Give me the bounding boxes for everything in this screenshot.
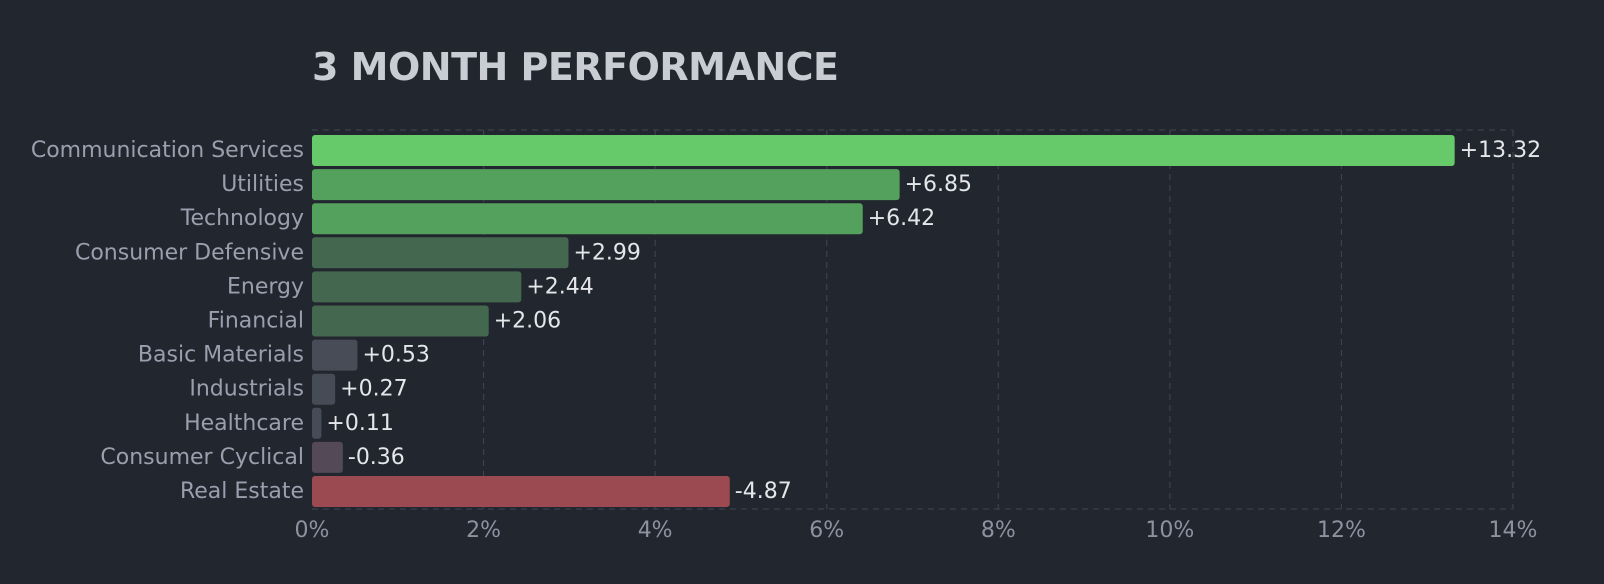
- bar-layer: [312, 135, 1455, 507]
- category-label: Industrials: [189, 377, 304, 402]
- x-tick-label: 2%: [466, 518, 501, 543]
- value-label: +0.11: [326, 411, 393, 436]
- bar: [312, 339, 358, 371]
- category-label: Energy: [227, 274, 304, 299]
- bar: [312, 169, 900, 201]
- category-label: Communication Services: [31, 138, 304, 163]
- category-label: Utilities: [221, 172, 304, 197]
- bar: [312, 271, 522, 303]
- category-label: Technology: [180, 206, 304, 231]
- bar: [312, 407, 322, 439]
- bar: [312, 237, 569, 269]
- bar: [312, 441, 343, 473]
- value-label: +2.44: [526, 274, 593, 299]
- value-label: +0.27: [340, 377, 407, 402]
- x-tick-label: 10%: [1145, 518, 1194, 543]
- bar: [312, 135, 1455, 166]
- value-label: -0.36: [348, 445, 405, 470]
- value-label: +2.06: [494, 309, 561, 334]
- category-label: Basic Materials: [138, 343, 304, 368]
- value-label: +2.99: [573, 240, 640, 265]
- chart-title: 3 MONTH PERFORMANCE: [312, 45, 839, 89]
- x-tick-label: 0%: [295, 518, 330, 543]
- value-label: +13.32: [1460, 138, 1541, 163]
- x-tick-label: 4%: [638, 518, 673, 543]
- bar: [312, 476, 730, 507]
- x-tick-label: 12%: [1317, 518, 1366, 543]
- value-label: +0.53: [362, 343, 429, 368]
- x-tick-label: 14%: [1489, 518, 1538, 543]
- label-layer: Communication Services +13.32 Utilities +6.…: [31, 138, 1541, 504]
- category-label: Consumer Cyclical: [100, 445, 304, 470]
- bar: [312, 305, 489, 337]
- bar: [312, 203, 863, 235]
- x-tick-label: 8%: [981, 518, 1016, 543]
- value-label: -4.87: [735, 479, 792, 504]
- bar: [312, 373, 336, 405]
- category-label: Consumer Defensive: [75, 240, 304, 265]
- category-label: Healthcare: [184, 411, 304, 436]
- x-tick-label: 6%: [809, 518, 844, 543]
- category-label: Financial: [208, 309, 304, 334]
- value-label: +6.85: [905, 172, 972, 197]
- x-axis-ticks: 0% 2% 4% 6% 8% 10% 12% 14%: [295, 518, 1538, 543]
- value-label: +6.42: [868, 206, 935, 231]
- category-label: Real Estate: [180, 479, 304, 504]
